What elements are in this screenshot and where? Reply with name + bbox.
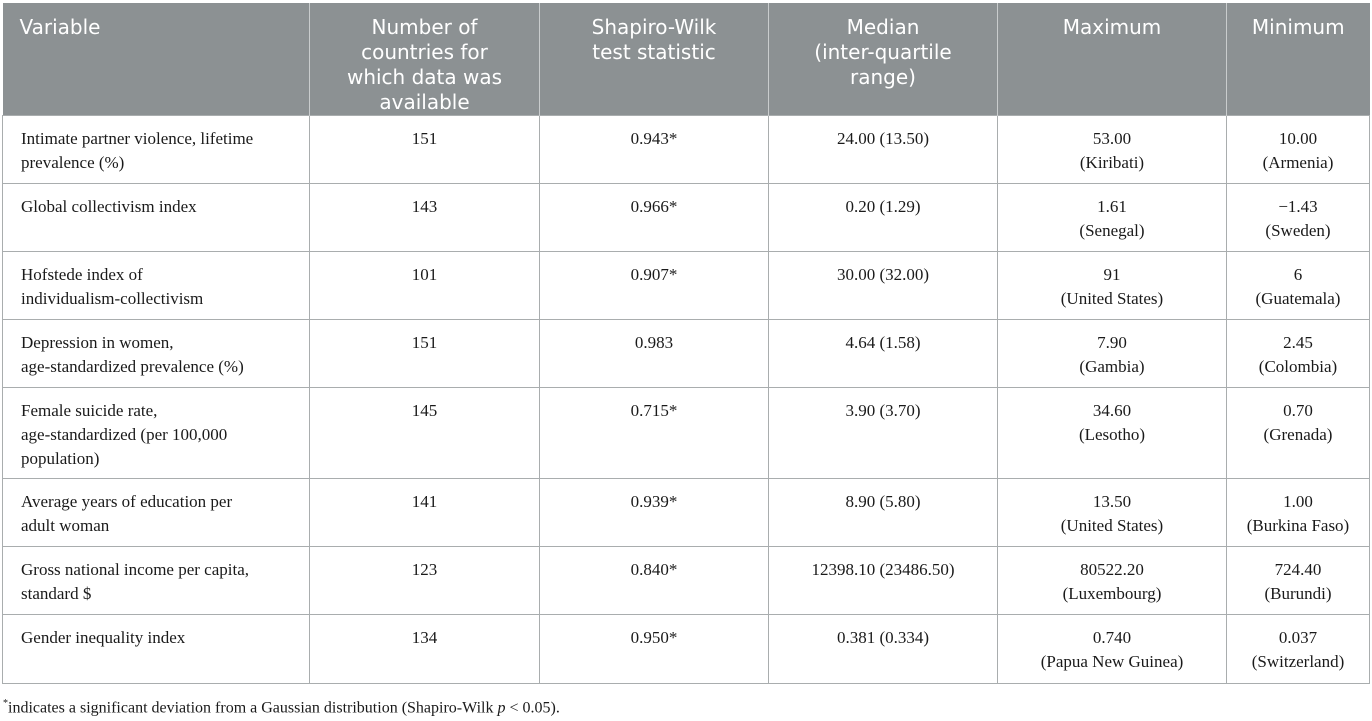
cell-maximum: 1.61 (Senegal) [997,183,1227,252]
cell-variable: Global collectivism index [2,183,310,252]
cell-median: 24.00 (13.50) [768,115,998,184]
cell-variable: Intimate partner violence, lifetime prev… [2,115,310,184]
cell-median: 30.00 (32.00) [768,251,998,320]
cell-minimum: 2.45 (Colombia) [1226,319,1370,388]
cell-median: 0.20 (1.29) [768,183,998,252]
header-minimum: Minimum [1226,3,1370,116]
cell-maximum: 80522.20 (Luxembourg) [997,546,1227,615]
cell-variable: Gender inequality index [2,614,310,684]
cell-n: 151 [309,115,540,184]
header-median: Median (inter-quartile range) [768,3,998,116]
cell-maximum: 91 (United States) [997,251,1227,320]
table-row: Depression in women, age-standardized pr… [2,319,1370,388]
cell-maximum: 7.90 (Gambia) [997,319,1227,388]
footnote-marker: * [3,698,8,709]
cell-median: 4.64 (1.58) [768,319,998,388]
cell-minimum: −1.43 (Sweden) [1226,183,1370,252]
table-row: Average years of education per adult wom… [2,478,1370,547]
cell-minimum: 6 (Guatemala) [1226,251,1370,320]
cell-sw: 0.907* [539,251,769,320]
cell-median: 12398.10 (23486.50) [768,546,998,615]
cell-n: 143 [309,183,540,252]
footnote-text: indicates a significant deviation from a… [8,699,498,717]
cell-sw: 0.983 [539,319,769,388]
header-shapiro-wilk: Shapiro-Wilk test statistic [539,3,769,116]
cell-n: 151 [309,319,540,388]
cell-variable: Average years of education per adult wom… [2,478,310,547]
cell-sw: 0.950* [539,614,769,684]
cell-sw: 0.966* [539,183,769,252]
cell-variable: Hofstede index of individualism-collecti… [2,251,310,320]
cell-minimum: 724.40 (Burundi) [1226,546,1370,615]
cell-n: 141 [309,478,540,547]
cell-minimum: 10.00 (Armenia) [1226,115,1370,184]
table-row: Female suicide rate, age-standardized (p… [2,387,1370,479]
header-number-of-countries: Number of countries for which data was a… [309,3,540,116]
cell-minimum: 0.037 (Switzerland) [1226,614,1370,684]
cell-n: 101 [309,251,540,320]
cell-maximum: 13.50 (United States) [997,478,1227,547]
cell-n: 145 [309,387,540,479]
footnote-threshold: < 0.05). [505,699,560,717]
cell-median: 0.381 (0.334) [768,614,998,684]
table-row: Gross national income per capita, standa… [2,546,1370,615]
cell-sw: 0.715* [539,387,769,479]
table-row: Hofstede index of individualism-collecti… [2,251,1370,320]
cell-median: 8.90 (5.80) [768,478,998,547]
table-row: Intimate partner violence, lifetime prev… [2,115,1370,184]
cell-maximum: 0.740 (Papua New Guinea) [997,614,1227,684]
table-footnote: *indicates a significant deviation from … [3,698,560,717]
cell-variable: Depression in women, age-standardized pr… [2,319,310,388]
cell-minimum: 1.00 (Burkina Faso) [1226,478,1370,547]
cell-n: 134 [309,614,540,684]
table-row: Gender inequality index 134 0.950* 0.381… [2,614,1370,684]
cell-maximum: 34.60 (Lesotho) [997,387,1227,479]
footnote-p-symbol: p [497,699,506,717]
cell-variable: Female suicide rate, age-standardized (p… [2,387,310,479]
cell-sw: 0.840* [539,546,769,615]
cell-variable: Gross national income per capita, standa… [2,546,310,615]
cell-minimum: 0.70 (Grenada) [1226,387,1370,479]
cell-sw: 0.939* [539,478,769,547]
header-variable: Variable [2,3,310,116]
table-row: Global collectivism index 143 0.966* 0.2… [2,183,1370,252]
statistics-table: Variable Number of countries for which d… [2,3,1370,684]
header-maximum: Maximum [997,3,1227,116]
cell-n: 123 [309,546,540,615]
cell-median: 3.90 (3.70) [768,387,998,479]
cell-sw: 0.943* [539,115,769,184]
cell-maximum: 53.00 (Kiribati) [997,115,1227,184]
table-header-row: Variable Number of countries for which d… [2,3,1370,116]
